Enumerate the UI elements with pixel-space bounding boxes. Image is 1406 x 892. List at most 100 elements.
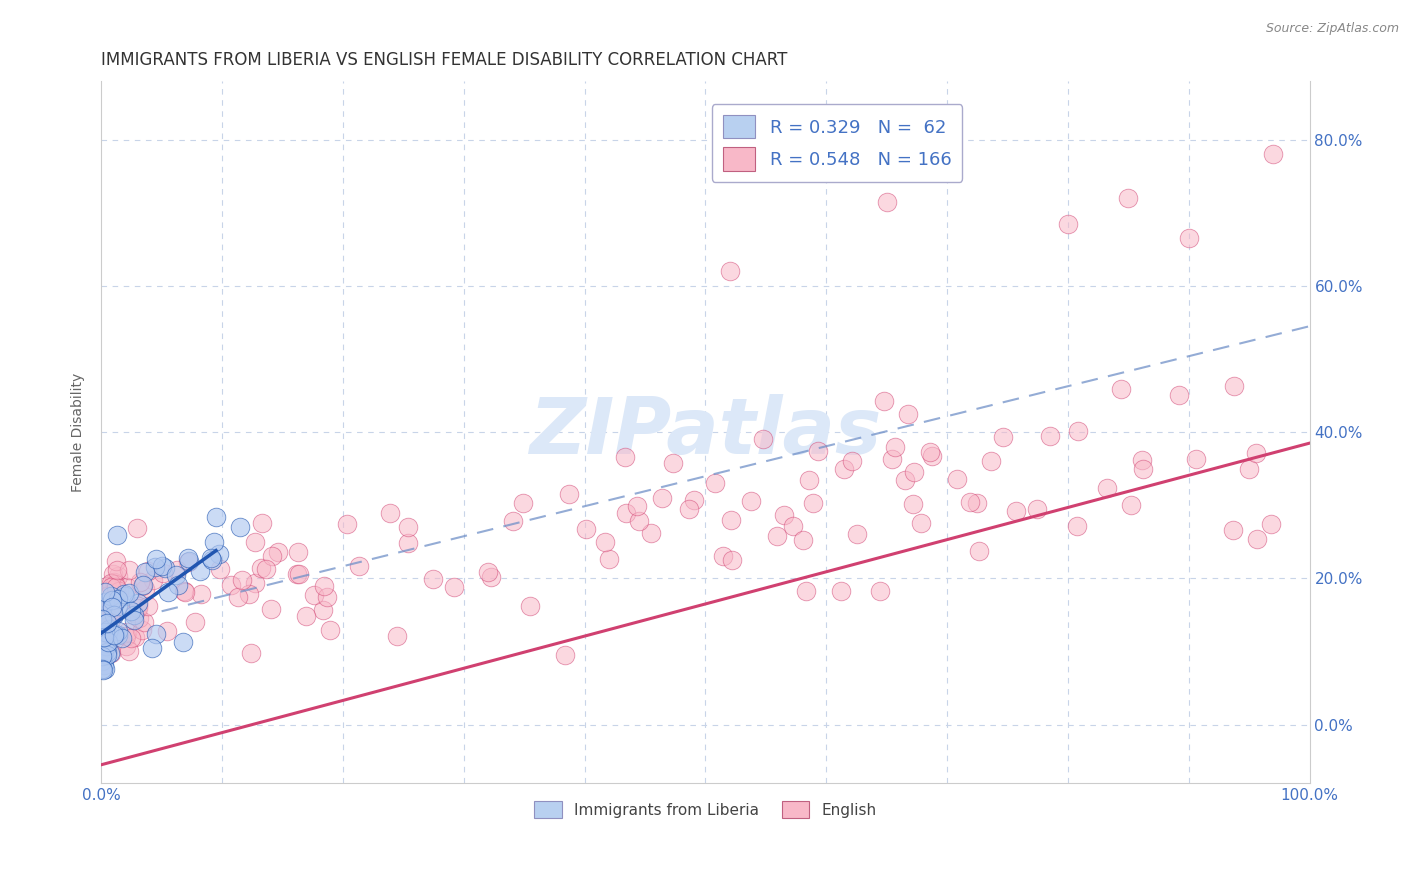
Point bbox=[626, 500, 648, 514]
Point bbox=[200, 550, 222, 565]
Point bbox=[903, 465, 925, 479]
Point bbox=[502, 514, 524, 528]
Point bbox=[959, 495, 981, 509]
Point bbox=[593, 535, 616, 549]
Point bbox=[91, 612, 114, 626]
Point bbox=[96, 648, 118, 663]
Point bbox=[479, 570, 502, 584]
Point bbox=[122, 607, 145, 622]
Point bbox=[184, 615, 207, 629]
Point bbox=[103, 566, 125, 581]
Point bbox=[614, 506, 637, 520]
Point bbox=[873, 394, 896, 409]
Point bbox=[93, 621, 115, 635]
Point bbox=[190, 587, 212, 601]
Point bbox=[96, 615, 118, 630]
Point bbox=[97, 633, 120, 648]
Point bbox=[841, 453, 863, 467]
Point bbox=[477, 565, 499, 579]
Point bbox=[131, 623, 153, 637]
Point bbox=[103, 608, 125, 623]
Point bbox=[94, 624, 117, 639]
Point bbox=[718, 264, 741, 278]
Point bbox=[254, 562, 277, 576]
Point bbox=[136, 599, 159, 614]
Point bbox=[167, 578, 190, 592]
Point bbox=[740, 493, 762, 508]
Point bbox=[966, 496, 988, 510]
Point bbox=[703, 476, 725, 491]
Point bbox=[100, 601, 122, 615]
Point bbox=[96, 589, 118, 603]
Point bbox=[1116, 191, 1139, 205]
Point bbox=[1168, 388, 1191, 402]
Text: Source: ZipAtlas.com: Source: ZipAtlas.com bbox=[1265, 22, 1399, 36]
Point bbox=[97, 605, 120, 619]
Point bbox=[122, 606, 145, 620]
Point bbox=[124, 630, 146, 644]
Point bbox=[260, 602, 283, 616]
Point bbox=[100, 575, 122, 590]
Point bbox=[91, 662, 114, 676]
Point bbox=[1246, 532, 1268, 546]
Point bbox=[173, 585, 195, 599]
Point bbox=[103, 574, 125, 589]
Point bbox=[766, 529, 789, 543]
Point bbox=[832, 461, 855, 475]
Point bbox=[91, 663, 114, 677]
Point bbox=[285, 566, 308, 581]
Point bbox=[797, 473, 820, 487]
Point bbox=[720, 513, 742, 527]
Point bbox=[101, 604, 124, 618]
Point bbox=[112, 587, 135, 601]
Point bbox=[302, 588, 325, 602]
Point bbox=[1237, 462, 1260, 476]
Point bbox=[396, 520, 419, 534]
Point bbox=[678, 501, 700, 516]
Point bbox=[97, 626, 120, 640]
Point bbox=[107, 589, 129, 603]
Point bbox=[172, 634, 194, 648]
Point bbox=[662, 456, 685, 470]
Text: ZIPatlas: ZIPatlas bbox=[529, 394, 882, 470]
Point bbox=[127, 599, 149, 613]
Point bbox=[1223, 378, 1246, 392]
Point bbox=[226, 591, 249, 605]
Point bbox=[598, 552, 620, 566]
Point bbox=[129, 575, 152, 590]
Point bbox=[1222, 523, 1244, 537]
Point bbox=[792, 533, 814, 547]
Point bbox=[1067, 425, 1090, 439]
Point bbox=[1130, 453, 1153, 467]
Point bbox=[173, 584, 195, 599]
Legend: Immigrants from Liberia, English: Immigrants from Liberia, English bbox=[529, 795, 883, 824]
Point bbox=[266, 545, 288, 559]
Point bbox=[1039, 429, 1062, 443]
Point bbox=[115, 625, 138, 640]
Point bbox=[134, 582, 156, 596]
Point bbox=[91, 654, 114, 668]
Point bbox=[880, 451, 903, 466]
Point bbox=[93, 608, 115, 623]
Point bbox=[979, 454, 1001, 468]
Point bbox=[131, 579, 153, 593]
Point bbox=[260, 549, 283, 564]
Point bbox=[93, 658, 115, 673]
Point bbox=[287, 545, 309, 559]
Point bbox=[132, 578, 155, 592]
Point bbox=[920, 444, 942, 458]
Point bbox=[901, 497, 924, 511]
Point bbox=[93, 625, 115, 640]
Point bbox=[93, 630, 115, 644]
Point bbox=[127, 600, 149, 615]
Point bbox=[830, 584, 852, 599]
Point bbox=[238, 587, 260, 601]
Point bbox=[105, 563, 128, 577]
Point bbox=[98, 646, 121, 660]
Point bbox=[1244, 446, 1267, 460]
Point bbox=[1095, 481, 1118, 495]
Point bbox=[156, 585, 179, 599]
Point bbox=[94, 639, 117, 653]
Point bbox=[884, 440, 907, 454]
Point bbox=[127, 521, 149, 535]
